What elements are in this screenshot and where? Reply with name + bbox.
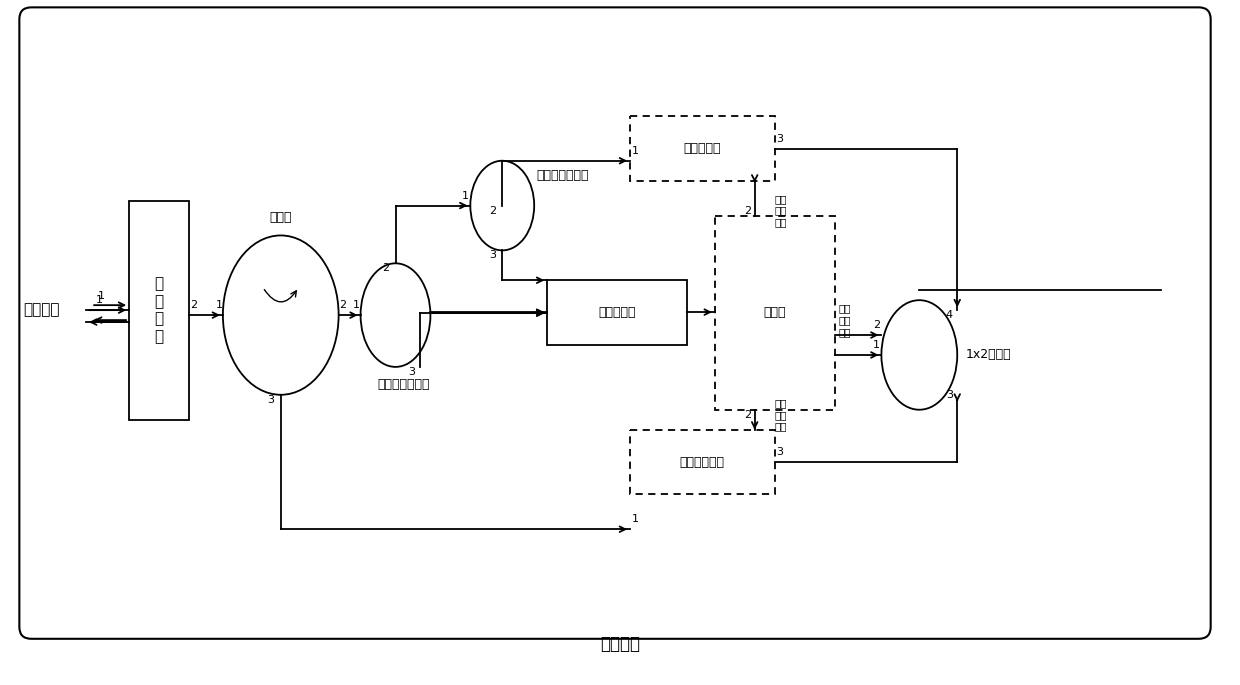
Bar [129,201,188,420]
Text: 光电探测器: 光电探测器 [598,306,636,319]
Text: 第二
控制
指令: 第二 控制 指令 [775,398,787,432]
Text: 可调衰减器: 可调衰减器 [683,142,722,155]
Text: 空间载体: 空间载体 [600,635,640,653]
Text: 3: 3 [489,250,496,260]
Text: 1: 1 [461,190,469,201]
Bar [547,280,687,345]
Text: 可调光放大器: 可调光放大器 [680,456,725,469]
Text: 3: 3 [776,447,784,457]
Text: 3: 3 [776,134,784,144]
Ellipse shape [223,236,339,395]
Text: 3: 3 [268,395,274,405]
Text: 1: 1 [98,291,104,301]
Text: 激光雷达: 激光雷达 [24,303,60,318]
Bar [714,216,835,410]
Text: 2: 2 [489,206,496,216]
Text: 1: 1 [353,300,360,310]
Text: 2: 2 [339,300,346,310]
Text: 环形器: 环形器 [269,211,291,224]
Text: 2: 2 [191,300,197,310]
Text: 2: 2 [744,410,751,420]
Text: 处理器: 处理器 [764,306,786,319]
Text: 1x2光开关: 1x2光开关 [965,349,1011,362]
Text: 1: 1 [631,514,639,524]
Text: 4: 4 [946,310,952,320]
Text: 2: 2 [382,263,389,273]
Text: 1: 1 [631,146,639,155]
Text: 第二光纤耦合器: 第二光纤耦合器 [536,169,588,182]
Text: 3: 3 [946,390,952,400]
Text: 第三
控制
指令: 第三 控制 指令 [838,303,851,337]
Text: 第一
控制
指令: 第一 控制 指令 [775,194,787,227]
Text: 3: 3 [408,367,415,377]
Ellipse shape [361,263,430,367]
Text: 1: 1 [873,340,880,350]
Text: 1: 1 [216,300,222,310]
Text: 第一光纤耦合器: 第一光纤耦合器 [377,378,430,391]
Text: 光
学
天
线: 光 学 天 线 [155,277,164,344]
Ellipse shape [882,300,957,410]
Text: 2: 2 [744,206,751,216]
Text: 1: 1 [95,295,103,306]
Ellipse shape [470,161,534,251]
Bar [630,429,775,495]
Bar [630,116,775,181]
Text: 2: 2 [873,320,880,330]
